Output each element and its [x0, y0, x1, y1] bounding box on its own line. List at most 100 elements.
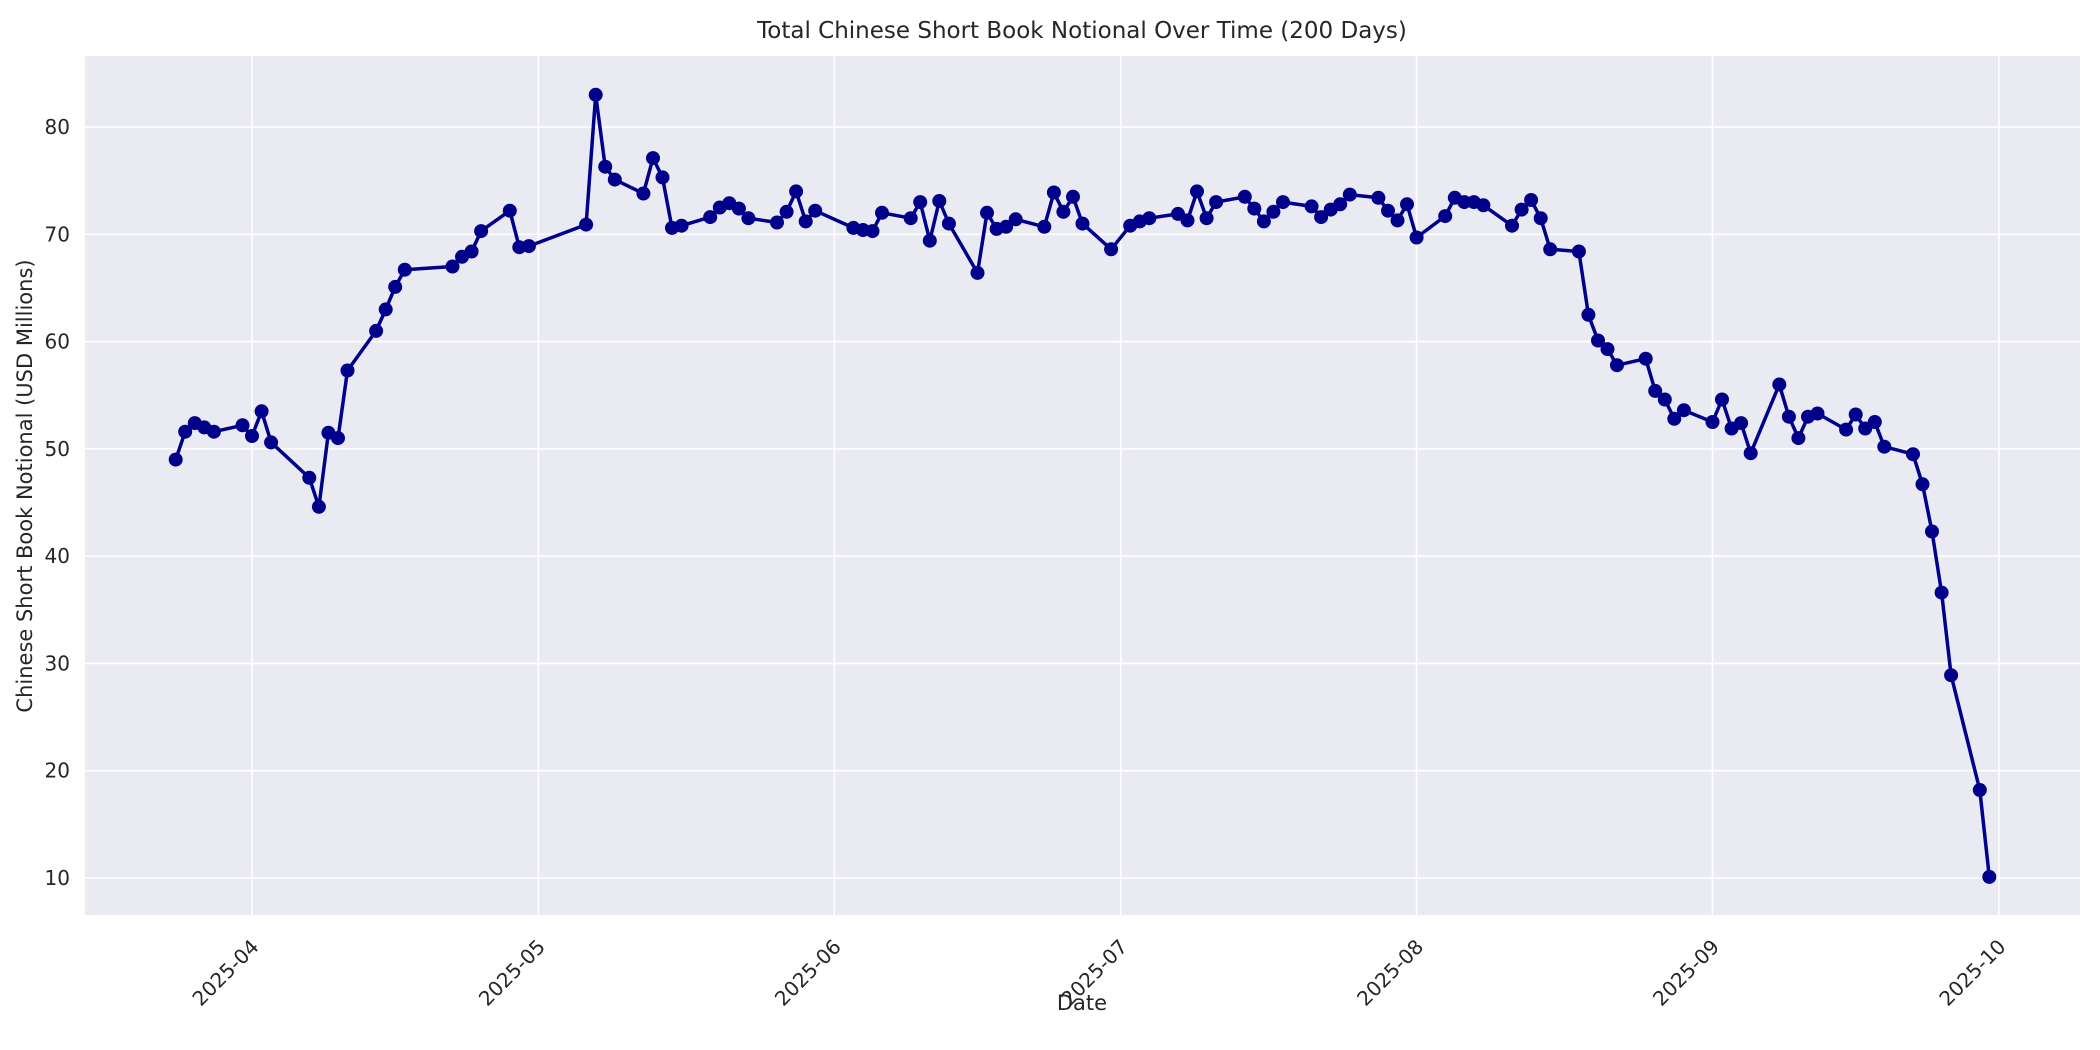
data-point-marker: [798, 214, 813, 229]
data-point-marker: [1390, 213, 1405, 228]
data-point-marker: [980, 205, 994, 220]
x-axis-label: Date: [1057, 991, 1107, 1015]
data-point-marker: [1457, 195, 1472, 210]
data-point-marker: [1190, 184, 1204, 199]
data-point-marker: [731, 201, 746, 216]
data-point-marker: [607, 172, 622, 187]
data-point-marker: [1648, 383, 1663, 398]
x-tick-label: 2025-04: [188, 935, 264, 1011]
data-point-marker: [1533, 211, 1548, 226]
data-point-marker: [1600, 342, 1615, 357]
data-point-marker: [655, 170, 670, 185]
y-tick-label: 60: [45, 330, 70, 354]
data-point-marker: [1142, 211, 1157, 226]
data-point-marker: [1944, 668, 1959, 683]
data-point-marker: [1657, 392, 1672, 407]
data-point-marker: [1610, 358, 1624, 373]
data-point-marker: [302, 470, 317, 485]
data-point-marker: [588, 87, 603, 102]
data-point-marker: [1867, 415, 1882, 429]
y-tick-label: 80: [45, 115, 70, 139]
data-point-marker: [1333, 197, 1348, 212]
data-point-marker: [1839, 422, 1854, 437]
data-point-marker: [1008, 212, 1023, 227]
y-tick-label: 30: [45, 651, 70, 675]
data-point-marker: [1705, 415, 1720, 429]
data-point-marker: [331, 431, 345, 446]
data-point-marker: [1209, 195, 1224, 210]
data-point-marker: [1400, 197, 1414, 212]
data-point-marker: [1591, 333, 1605, 348]
data-point-marker: [445, 259, 460, 274]
data-point-marker: [1046, 185, 1061, 200]
data-point-marker: [340, 363, 355, 378]
data-point-marker: [1266, 204, 1281, 219]
data-point-marker: [1524, 193, 1539, 207]
data-point-marker: [1581, 307, 1596, 322]
x-tick-label: 2025-06: [770, 935, 846, 1011]
data-point-marker: [378, 302, 393, 317]
data-point-marker: [1256, 214, 1271, 229]
data-point-marker: [178, 424, 193, 439]
data-point-marker: [970, 265, 985, 280]
data-point-marker: [1925, 524, 1939, 539]
data-point-marker: [1972, 783, 1987, 797]
data-point-marker: [474, 224, 489, 239]
data-point-marker: [932, 194, 947, 208]
data-point-marker: [703, 210, 718, 225]
data-point-marker: [1276, 195, 1290, 210]
data-point-marker: [369, 323, 384, 338]
data-point-marker: [521, 239, 536, 254]
data-point-marker: [922, 233, 937, 248]
data-point-marker: [579, 217, 594, 232]
data-point-marker: [1075, 216, 1090, 231]
data-point-marker: [636, 186, 651, 201]
data-point-marker: [1571, 244, 1586, 259]
chart-title: Total Chinese Short Book Notional Over T…: [756, 18, 1407, 44]
y-tick-label: 50: [45, 437, 70, 461]
data-point-marker: [1066, 189, 1080, 204]
x-tick-label: 2025-05: [474, 935, 550, 1011]
data-point-marker: [1476, 198, 1491, 213]
data-point-marker: [1848, 407, 1863, 422]
y-axis-label: Chinese Short Book Notional (USD Million…: [13, 259, 37, 712]
data-point-marker: [1638, 351, 1653, 366]
data-point-marker: [1915, 477, 1930, 492]
data-point-marker: [865, 224, 880, 239]
grid-layer: [85, 56, 2080, 915]
data-point-marker: [1381, 203, 1395, 218]
y-tick-label: 40: [45, 544, 70, 568]
data-point-marker: [1743, 446, 1758, 461]
data-point-marker: [1781, 409, 1796, 424]
data-point-marker: [646, 151, 660, 166]
data-point-marker: [1667, 411, 1682, 426]
y-tick-label: 10: [45, 866, 70, 890]
data-point-marker: [1314, 210, 1329, 225]
data-point-marker: [941, 216, 956, 231]
data-point-marker: [770, 215, 784, 230]
data-point-marker: [264, 435, 279, 450]
data-point-marker: [875, 205, 889, 220]
x-tick-label: 2025-09: [1648, 935, 1724, 1011]
data-point-marker: [1438, 209, 1453, 224]
data-point-marker: [502, 203, 517, 218]
data-point-marker: [1543, 242, 1558, 257]
data-point-marker: [1371, 190, 1386, 205]
data-point-marker: [1505, 218, 1519, 233]
data-point-marker: [674, 218, 689, 233]
y-tick-label: 20: [45, 759, 70, 783]
data-point-marker: [1810, 406, 1825, 421]
data-point-marker: [1037, 219, 1052, 234]
data-point-marker: [235, 418, 250, 433]
data-point-marker: [1199, 211, 1214, 226]
data-point-marker: [1791, 431, 1806, 446]
data-point-marker: [1676, 403, 1691, 418]
data-point-marker: [999, 219, 1014, 234]
data-point-marker: [1104, 242, 1119, 257]
data-point-marker: [1877, 439, 1892, 454]
data-point-marker: [741, 211, 756, 226]
data-point-marker: [1180, 213, 1195, 228]
data-point-marker: [1342, 187, 1357, 202]
